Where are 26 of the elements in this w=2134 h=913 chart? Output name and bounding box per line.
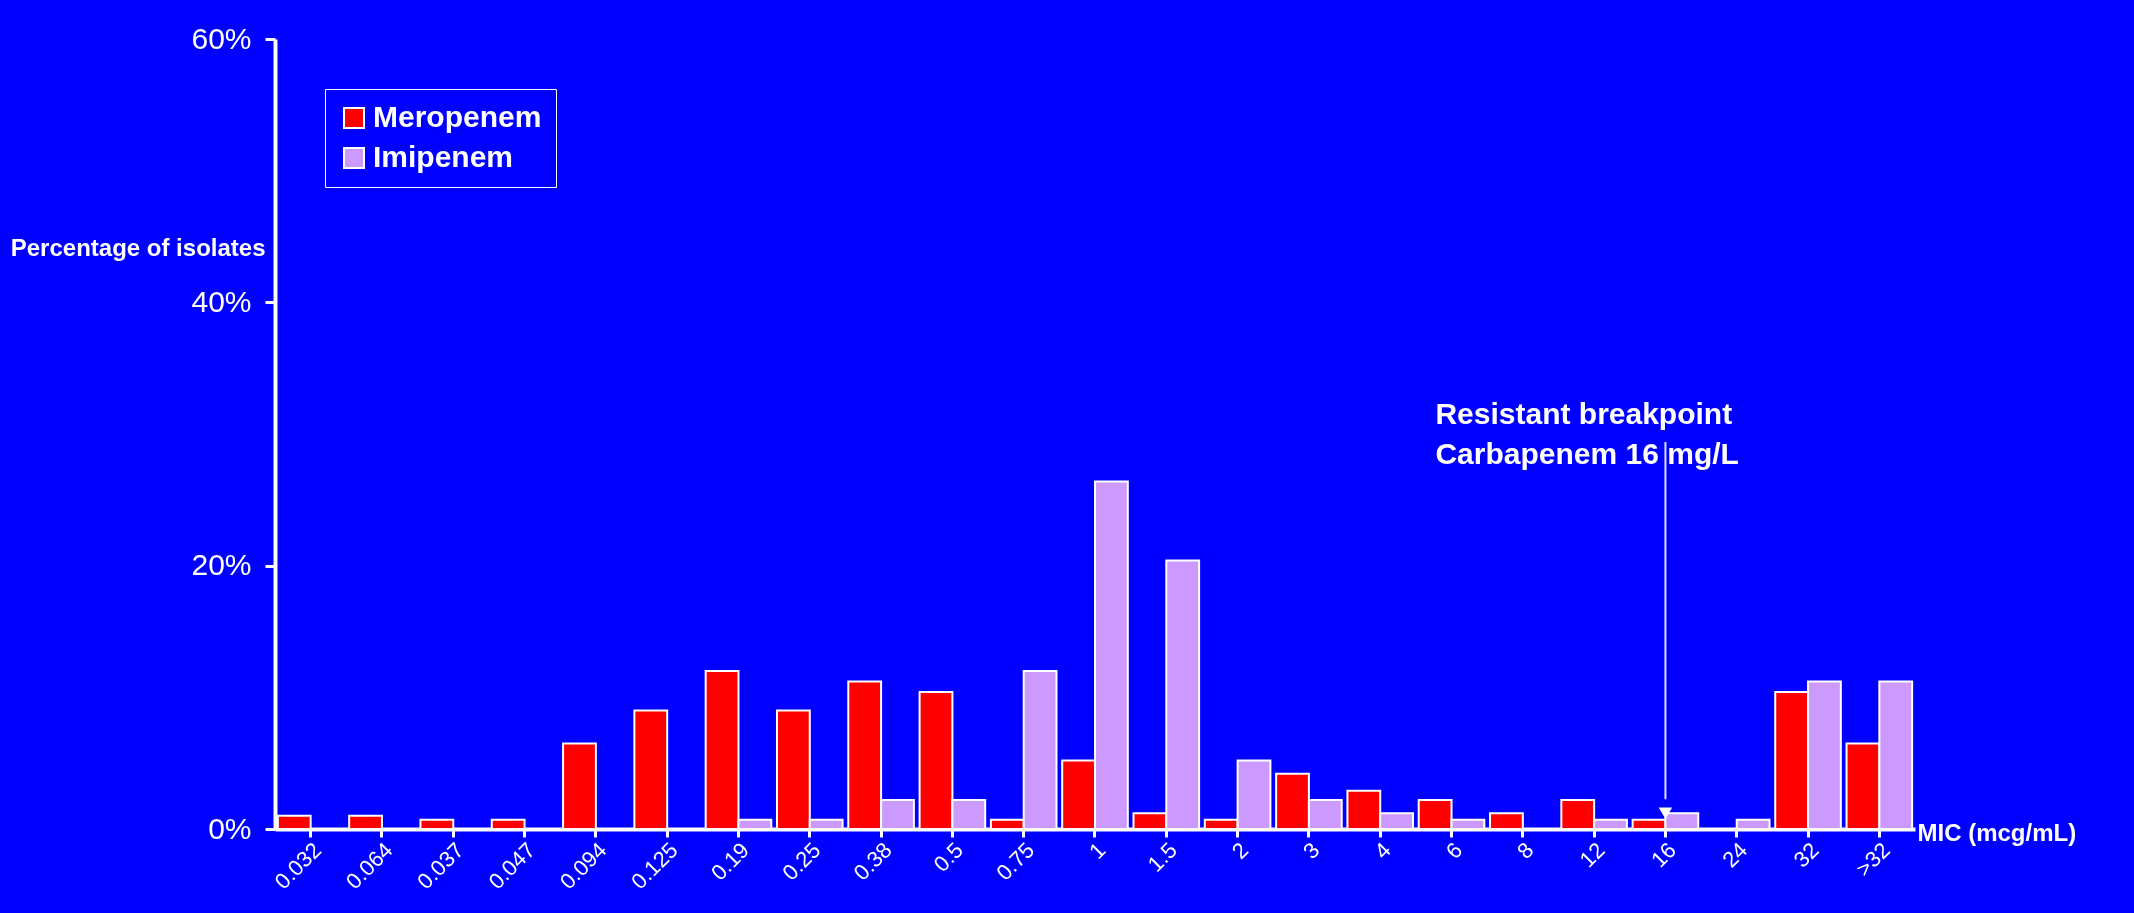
x-tick-label: 0.5 — [928, 837, 968, 877]
x-tick-label: 6 — [1440, 837, 1468, 864]
ref-line-label: Resistant breakpoint Carbapenem 16 mg/L — [1435, 396, 1739, 470]
x-tick-label: >32 — [1850, 837, 1895, 882]
legend-label: Meropenem — [373, 100, 542, 133]
x-tick-label: 0.19 — [706, 837, 755, 886]
x-tick-label: 12 — [1574, 837, 1610, 873]
x-tick-label: 4 — [1369, 837, 1396, 864]
x-tick-label: 16 — [1646, 837, 1681, 873]
y-tick-label: 40% — [191, 284, 252, 318]
x-tick-label: 8 — [1512, 837, 1539, 864]
legend-label: Imipenem — [373, 140, 514, 173]
y-tick-label: 20% — [191, 548, 252, 582]
x-tick-label: 0.75 — [991, 837, 1040, 886]
x-tick-label: 24 — [1717, 837, 1753, 873]
x-tick-label: 2 — [1226, 837, 1254, 864]
y-tick-label: 60% — [191, 21, 252, 55]
x-tick-label: 0.38 — [848, 837, 897, 886]
x-tick-label: 32 — [1788, 837, 1824, 873]
x-tick-label: 0.25 — [777, 837, 826, 886]
x-tick-label: 3 — [1298, 837, 1325, 864]
y-tick-label: 0% — [208, 811, 252, 845]
y-axis-title: Percentage of isolates — [10, 233, 266, 261]
x-tick-label: 1 — [1084, 837, 1111, 864]
x-axis-title: MIC (mcg/mL) — [1917, 818, 2077, 846]
x-tick-label: 1.5 — [1142, 837, 1182, 877]
